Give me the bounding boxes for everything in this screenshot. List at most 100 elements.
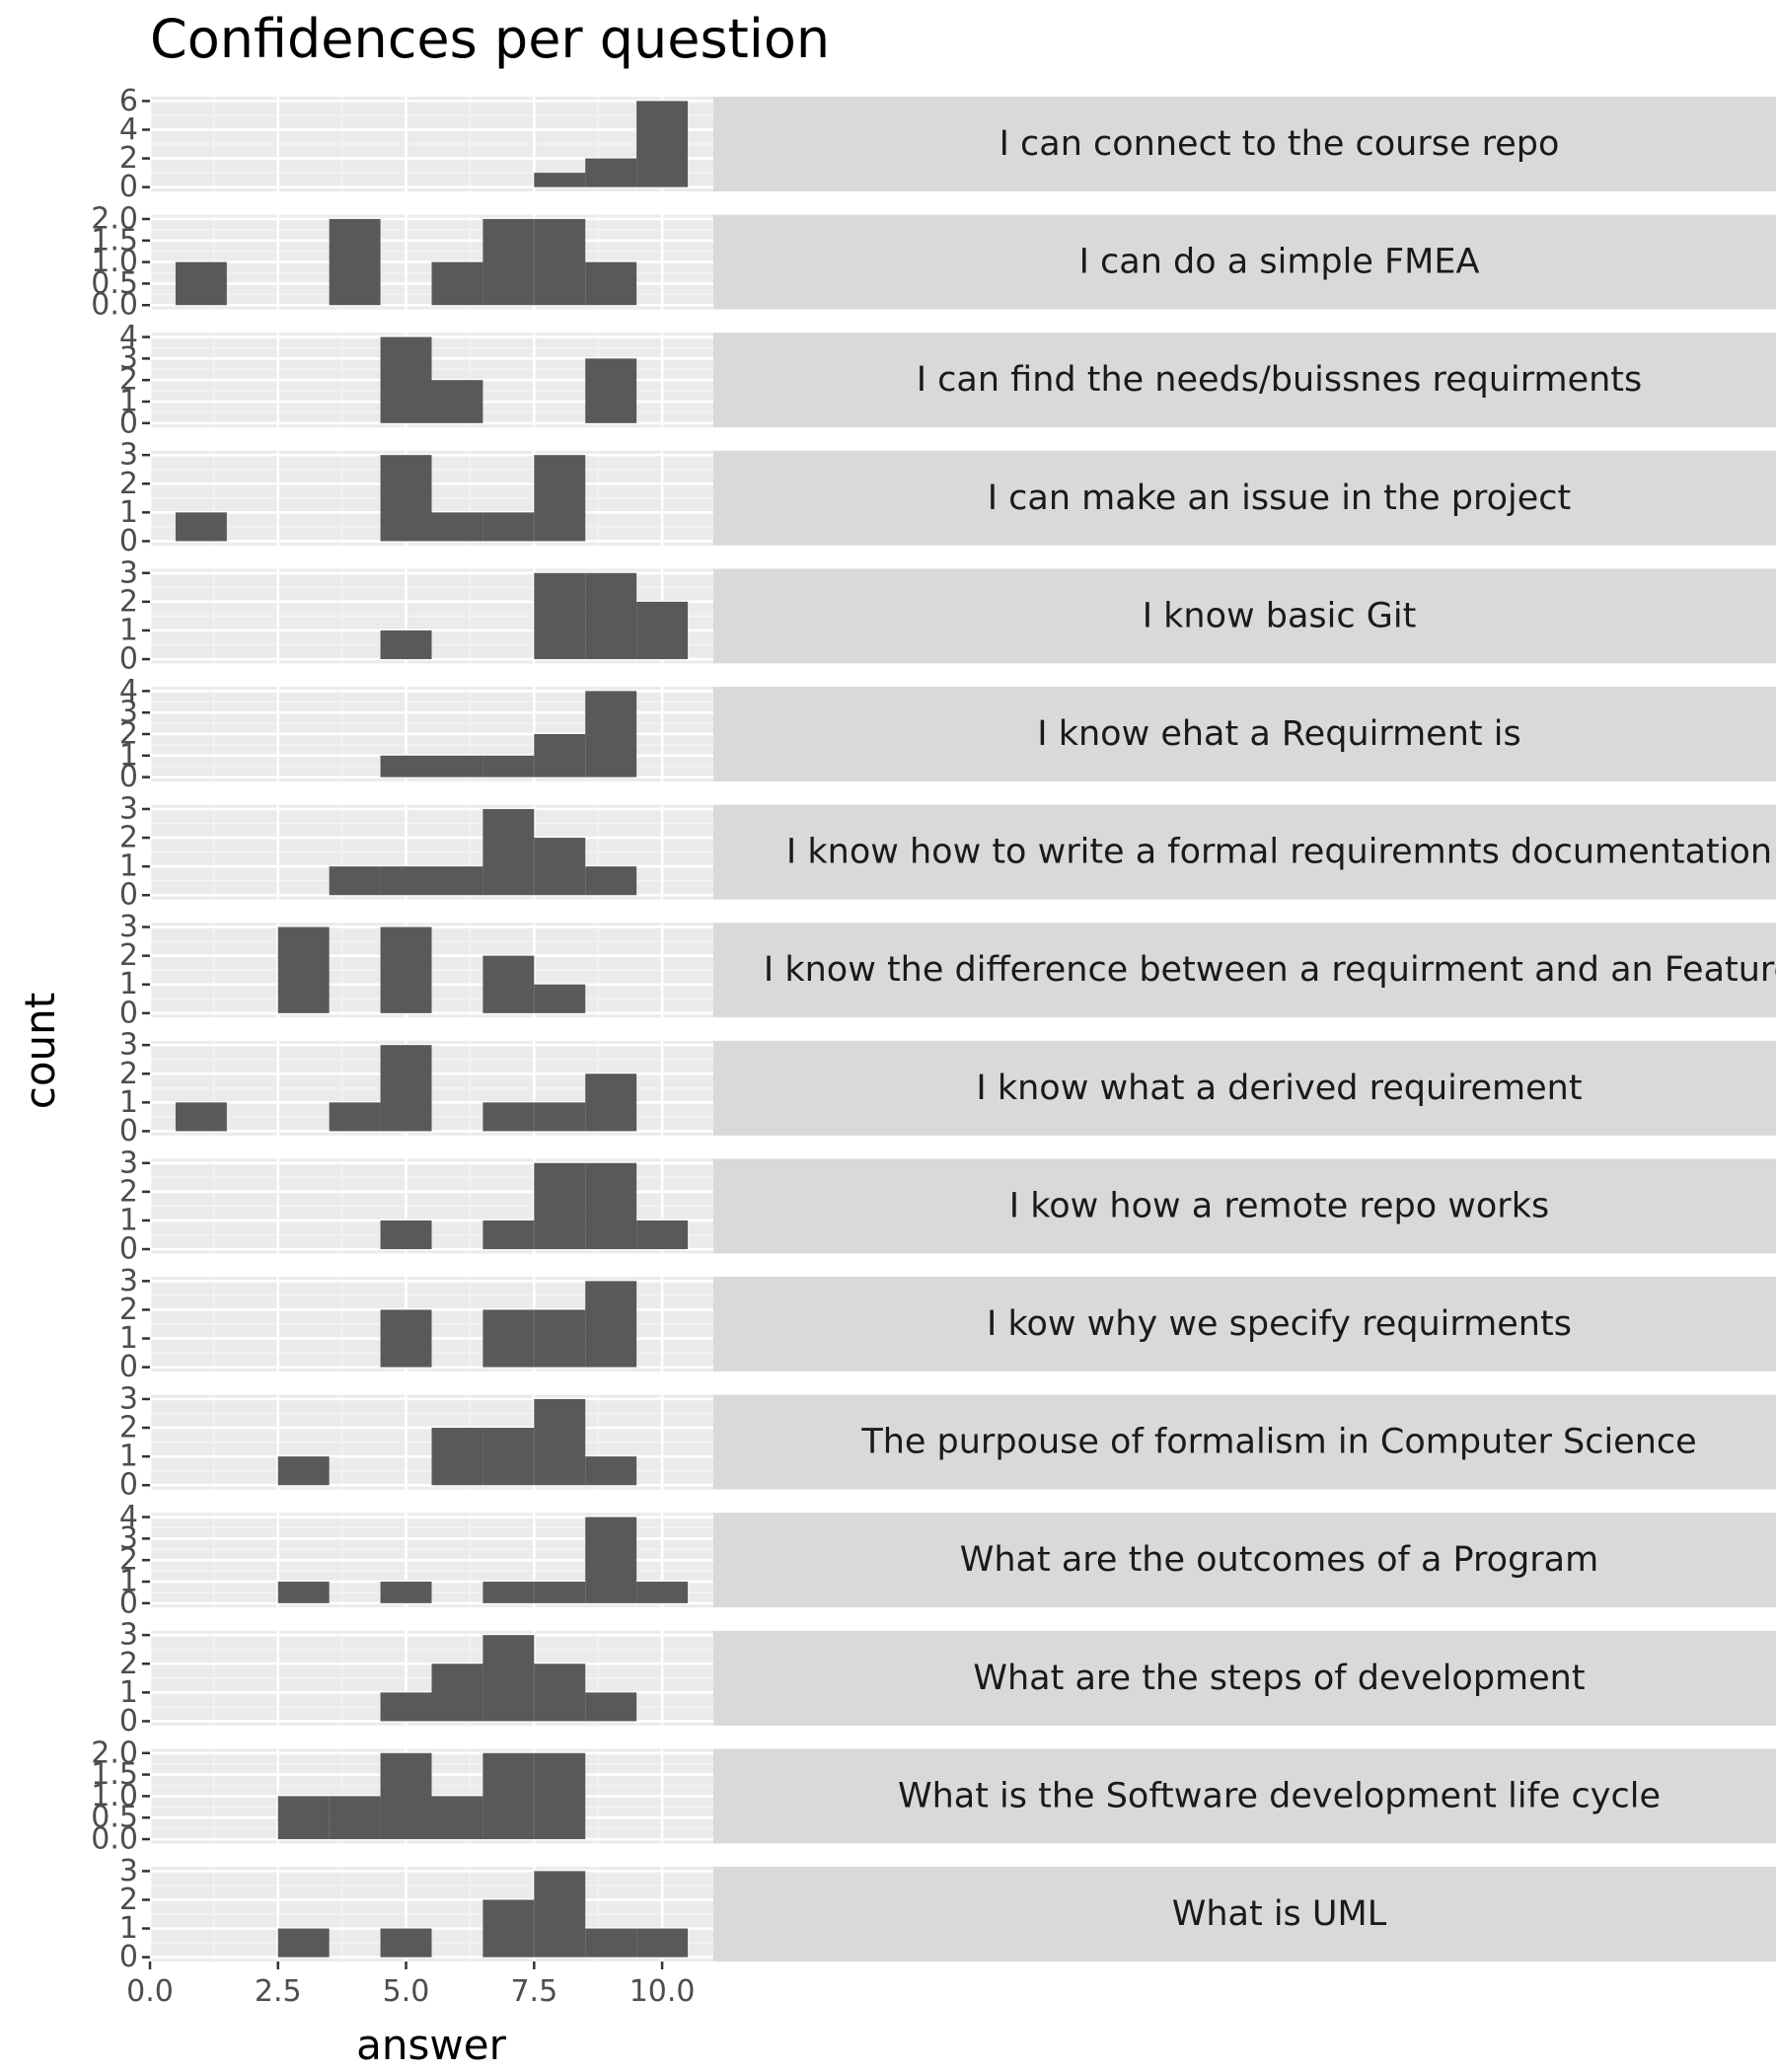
y-tick-label: 3 <box>119 1618 138 1653</box>
y-tick-label: 3 <box>119 791 138 826</box>
facet-strip <box>713 1040 1776 1136</box>
facet-panel: 0.00.51.01.52.0 I can do a simple FMEA <box>91 201 1776 323</box>
y-tick-label: 2 <box>119 1174 138 1209</box>
y-tick-label: 0 <box>119 1114 138 1148</box>
y-tick-label: 3 <box>119 1854 138 1888</box>
facet-label: What are the outcomes of a Program <box>960 1540 1598 1580</box>
histogram-bar <box>380 1928 432 1958</box>
y-tick-label: 1 <box>119 1565 138 1599</box>
histogram-bar <box>534 1752 586 1840</box>
histogram-bar <box>636 101 689 187</box>
facet-strip <box>713 1158 1776 1254</box>
histogram-bar <box>482 1582 535 1603</box>
histogram-bar <box>534 838 586 896</box>
histogram-bar <box>380 1309 432 1368</box>
histogram-bar <box>585 1073 637 1132</box>
y-tick-label: 1 <box>119 967 138 1001</box>
facet-strip <box>713 450 1776 546</box>
facet-strip <box>713 1394 1776 1490</box>
histogram-bar <box>380 455 432 542</box>
y-tick-label: 0 <box>119 1940 138 1974</box>
histogram-bar <box>175 261 227 306</box>
y-tick-label: 1 <box>119 850 138 884</box>
histogram-bar <box>534 984 586 1013</box>
facet-strip <box>713 687 1776 781</box>
x-tick-label: 5.0 <box>383 1974 430 2009</box>
histogram-bar <box>380 629 432 660</box>
histogram-bar <box>380 1692 432 1722</box>
histogram-bar <box>482 1899 535 1958</box>
facet-label: I know how to write a formal requiremnts… <box>786 833 1772 872</box>
x-tick-label: 2.5 <box>255 1974 302 2009</box>
facet-strip <box>713 1277 1776 1371</box>
facet-label: What is the Software development life cy… <box>898 1776 1661 1815</box>
x-tick-label: 7.5 <box>510 1974 557 2009</box>
y-tick-label: 0 <box>119 1704 138 1739</box>
y-tick-label: 1 <box>119 613 138 647</box>
facet-label: I can do a simple FMEA <box>1079 243 1480 282</box>
histogram-bar <box>482 808 535 896</box>
histogram-bar <box>482 218 535 306</box>
histogram-bar <box>534 1162 586 1250</box>
facet-label: I can connect to the course repo <box>999 124 1560 164</box>
y-tick-label: 1 <box>119 495 138 530</box>
histogram-bar <box>482 1309 535 1368</box>
y-tick-label: 1 <box>119 1440 138 1474</box>
y-tick-label: 3 <box>119 1028 138 1063</box>
y-tick-label: 0 <box>119 1468 138 1503</box>
y-tick-label: 0 <box>119 878 138 913</box>
y-tick-label: 1.5 <box>91 1757 138 1792</box>
y-tick-label: 4 <box>119 674 138 708</box>
y-tick-label: 3 <box>119 1381 138 1416</box>
y-tick-label: 1 <box>119 738 138 773</box>
y-tick-label: 0 <box>119 170 138 204</box>
y-tick-label: 2 <box>119 938 138 973</box>
y-tick-label: 0.5 <box>91 266 138 301</box>
histogram-bar <box>431 261 483 306</box>
histogram-bar <box>277 1456 330 1486</box>
y-tick-label: 0 <box>119 1350 138 1384</box>
y-tick-label: 0 <box>119 1232 138 1267</box>
y-tick-label: 2.0 <box>91 1736 138 1770</box>
histogram-bar <box>585 1517 637 1603</box>
histogram-bar <box>534 734 586 777</box>
facet-label: I can find the needs/buissnes requirment… <box>917 360 1643 400</box>
facet-label: The purpouse of formalism in Computer Sc… <box>860 1423 1696 1462</box>
y-tick-label: 0.5 <box>91 1801 138 1835</box>
histogram-bar <box>380 755 432 777</box>
y-tick-label: 2 <box>119 141 138 176</box>
y-tick-label: 2 <box>119 584 138 619</box>
facet-strip <box>713 1630 1776 1726</box>
histogram-bar <box>380 926 432 1013</box>
y-tick-label: 2 <box>119 1543 138 1578</box>
x-axis: 0.0 2.5 5.0 7.5 10.0 <box>126 1961 695 2009</box>
y-tick-label: 3 <box>119 696 138 730</box>
histogram-bar <box>431 1664 483 1722</box>
histogram-bar <box>431 1796 483 1840</box>
histogram-bar <box>431 1428 483 1486</box>
histogram-bar <box>534 1871 586 1958</box>
y-tick-label: 2 <box>119 1293 138 1327</box>
y-tick-label: 0 <box>119 406 138 440</box>
histogram-bar <box>585 1928 637 1958</box>
y-tick-label: 3 <box>119 341 138 376</box>
y-tick-label: 0 <box>119 642 138 677</box>
y-tick-label: 2.0 <box>91 201 138 236</box>
histogram-bar <box>482 1752 535 1840</box>
facet-strip <box>713 1748 1776 1844</box>
histogram-bar <box>380 1752 432 1840</box>
histogram-bar <box>431 380 483 423</box>
histogram-bar <box>431 512 483 542</box>
histogram-bar <box>636 1220 689 1250</box>
y-tick-label: 2 <box>119 363 138 398</box>
histogram-bar <box>585 1456 637 1486</box>
